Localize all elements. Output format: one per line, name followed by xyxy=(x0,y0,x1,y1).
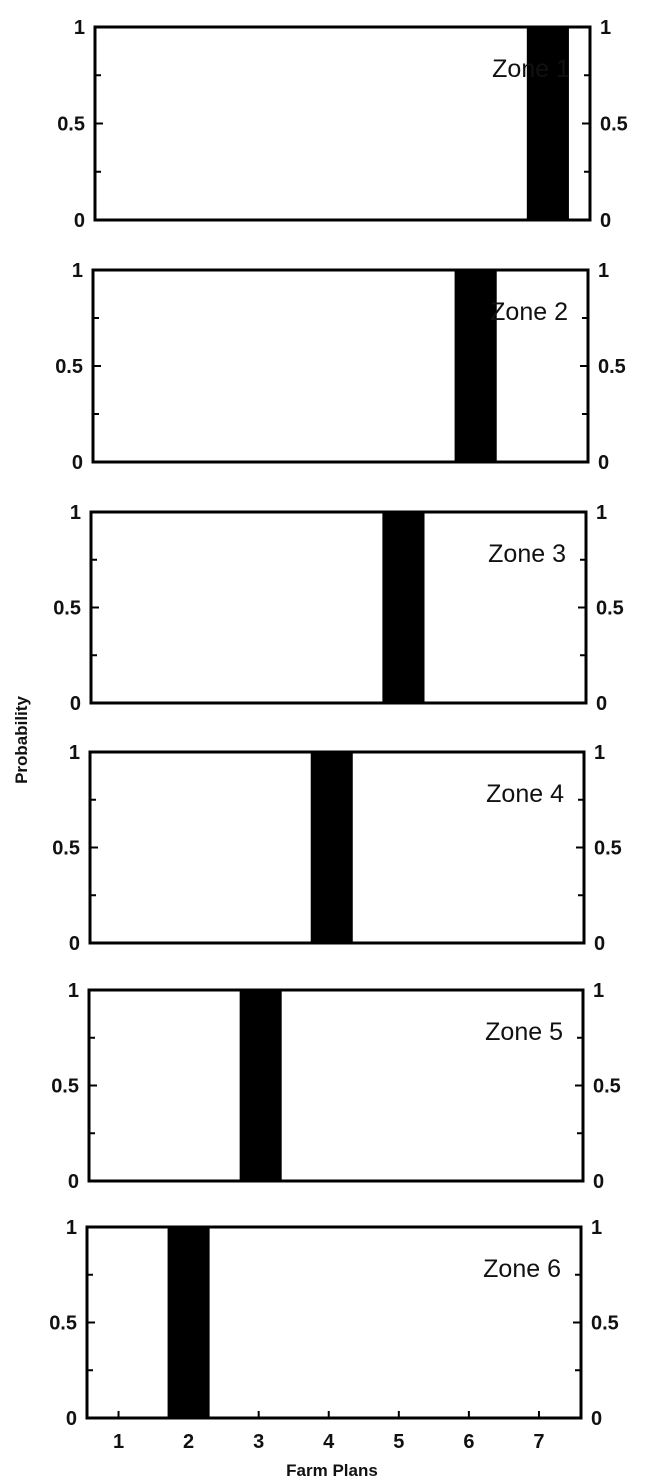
y-tick-label-right: 1 xyxy=(594,742,605,764)
bar-zone-1 xyxy=(526,27,569,220)
bar-zone-5 xyxy=(239,990,282,1181)
y-tick-label-left: 1 xyxy=(68,980,79,1002)
x-tick-label: 2 xyxy=(183,1431,194,1453)
y-tick-label-left: 0 xyxy=(72,452,83,474)
zone-label: Zone 2 xyxy=(490,298,568,326)
y-tick-label-left: 0.5 xyxy=(53,598,81,620)
y-tick-label-left: 0 xyxy=(74,210,85,232)
panel-zone-3: 0 0 0.5 0.5 1 1 Zone 3 xyxy=(53,502,624,715)
panel-zone-4: 0 0 0.5 0.5 1 1 Zone 4 xyxy=(52,742,622,955)
y-tick-label-right: 0 xyxy=(596,693,607,715)
y-tick-label-left: 0 xyxy=(66,1408,77,1430)
y-tick-label-right: 0.5 xyxy=(598,356,626,378)
y-tick-label-left: 0.5 xyxy=(57,114,85,136)
panel-zone-1: 0 0 0.5 0.5 1 1 Zone 1 xyxy=(57,17,628,232)
y-tick-label-right: 0 xyxy=(593,1171,604,1193)
x-tick-label: 4 xyxy=(323,1431,335,1453)
x-tick-label: 5 xyxy=(393,1431,404,1453)
zone-label: Zone 5 xyxy=(485,1018,563,1046)
panel-zone-6: 0 0 0.5 0.5 1 1 Zone 6 1 2 3 4 5 6 7 xyxy=(49,1217,619,1453)
zone-label: Zone 6 xyxy=(483,1255,561,1283)
y-tick-label-left: 0.5 xyxy=(52,838,80,860)
zone-label: Zone 1 xyxy=(492,55,570,83)
x-axis-title: Farm Plans xyxy=(286,1461,378,1480)
bar-zone-2 xyxy=(454,270,497,462)
y-tick-label-right: 1 xyxy=(593,980,604,1002)
y-tick-label-right: 1 xyxy=(596,502,607,524)
bar-zone-6 xyxy=(167,1227,210,1418)
y-tick-label-right: 0 xyxy=(594,933,605,955)
y-tick-label-right: 0.5 xyxy=(591,1313,619,1335)
x-tick-label: 1 xyxy=(113,1431,124,1453)
y-axis-title: Probability xyxy=(12,696,31,784)
panel-zone-5: 0 0 0.5 0.5 1 1 Zone 5 xyxy=(51,980,621,1193)
x-tick-label: 6 xyxy=(463,1431,474,1453)
zone-label: Zone 3 xyxy=(488,540,566,568)
x-tick-label: 7 xyxy=(533,1431,544,1453)
y-tick-label-left: 1 xyxy=(74,17,85,39)
panel-zone-2: 0 0 0.5 0.5 1 1 Zone 2 xyxy=(55,260,626,474)
y-tick-label-left: 1 xyxy=(70,502,81,524)
y-tick-label-left: 0 xyxy=(70,693,81,715)
y-tick-label-right: 1 xyxy=(600,17,611,39)
y-tick-label-left: 0.5 xyxy=(51,1076,79,1098)
y-tick-label-left: 0.5 xyxy=(49,1313,77,1335)
y-tick-label-left: 0 xyxy=(69,933,80,955)
y-tick-label-left: 1 xyxy=(66,1217,77,1239)
y-tick-label-right: 0.5 xyxy=(593,1076,621,1098)
bar-zone-4 xyxy=(310,752,353,943)
bar-zone-3 xyxy=(382,512,425,703)
y-tick-label-right: 0.5 xyxy=(594,838,622,860)
y-tick-label-right: 0.5 xyxy=(596,598,624,620)
y-tick-label-right: 0 xyxy=(591,1408,602,1430)
y-tick-label-left: 1 xyxy=(69,742,80,764)
zone-label: Zone 4 xyxy=(486,780,564,808)
x-tick-label: 3 xyxy=(253,1431,264,1453)
panels-layer: 0 0 0.5 0.5 1 1 Zone 1 0 0 0.5 0.5 1 1 Zone 2 0 0 0.5 0.5… xyxy=(49,17,628,1453)
y-tick-label-left: 0.5 xyxy=(55,356,83,378)
y-tick-label-left: 1 xyxy=(72,260,83,282)
y-tick-label-right: 0 xyxy=(600,210,611,232)
y-tick-label-right: 0 xyxy=(598,452,609,474)
y-tick-label-left: 0 xyxy=(68,1171,79,1193)
y-tick-label-right: 1 xyxy=(598,260,609,282)
y-tick-label-right: 0.5 xyxy=(600,114,628,136)
y-tick-label-right: 1 xyxy=(591,1217,602,1239)
